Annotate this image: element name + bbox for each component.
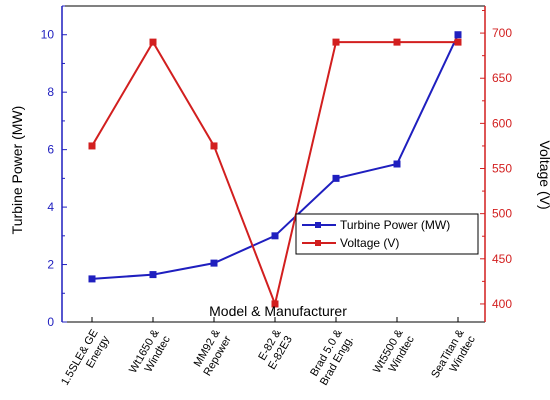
data-point-voltage — [88, 142, 96, 150]
data-point-voltage — [271, 300, 279, 308]
left-axis-tick-label: 2 — [47, 258, 54, 272]
data-point-power — [88, 275, 96, 283]
data-point-voltage — [454, 38, 462, 46]
data-point-power — [393, 160, 401, 168]
legend-marker-power — [315, 222, 321, 228]
right-axis-tick-label: 400 — [492, 297, 512, 311]
data-point-voltage — [210, 142, 218, 150]
x-axis-category-label: Wt1650 &Windtec — [127, 327, 173, 382]
left-axis: 0 2 4 6 8 10 — [41, 5, 67, 329]
series-layer — [88, 31, 462, 308]
legend-marker-voltage — [315, 240, 321, 246]
series-line-voltage — [91, 40, 458, 308]
right-axis-tick-label: 600 — [492, 116, 512, 130]
data-point-voltage — [149, 38, 157, 46]
left-axis-tick-label: 4 — [47, 200, 54, 214]
data-point-voltage — [393, 38, 401, 46]
x-axis-category-label: Wt5500 &Windtec — [371, 327, 417, 382]
x-axis-title: Model & Manufacturer — [209, 303, 347, 319]
data-point-power — [149, 271, 157, 279]
x-axis-category-label: E-82 &E-82E3 — [255, 327, 295, 372]
right-axis-tick-label: 500 — [492, 207, 512, 221]
right-axis-tick-label: 550 — [492, 162, 512, 176]
data-point-power — [210, 259, 218, 267]
x-axis: 1.5SLE& GEEnergy Wt1650 &Windtec MM92 &Rep… — [59, 317, 478, 394]
left-axis-tick-label: 6 — [47, 143, 54, 157]
legend-box — [295, 213, 479, 255]
x-axis-category-label: MM92 &Repower — [190, 327, 234, 378]
right-axis-title: Voltage (V) — [537, 140, 550, 209]
right-axis: 400 450 500 550 600 650 700 — [480, 10, 512, 311]
data-point-power — [454, 31, 462, 39]
data-point-voltage — [332, 38, 340, 46]
plot-frame — [61, 5, 486, 323]
x-axis-category-label: Brad 5.0 &Brad Engg. — [307, 327, 357, 388]
legend-label-power: Turbine Power (MW) — [340, 218, 450, 232]
data-point-power — [271, 232, 279, 240]
left-axis-tick-label: 10 — [41, 28, 55, 42]
right-axis-tick-label: 700 — [492, 26, 512, 40]
data-point-power — [332, 174, 340, 182]
left-axis-title: Turbine Power (MW) — [9, 106, 25, 235]
left-axis-tick-label: 8 — [47, 85, 54, 99]
right-axis-tick-label: 450 — [492, 252, 512, 266]
left-axis-tick-label: 0 — [47, 315, 54, 329]
right-axis-tick-label: 650 — [492, 71, 512, 85]
legend: Turbine Power (MW) Voltage (V) — [295, 213, 479, 255]
x-axis-category-label: SeaTitan &Windtec — [429, 327, 478, 387]
x-axis-category-label: 1.5SLE& GEEnergy — [59, 327, 112, 394]
legend-label-voltage: Voltage (V) — [340, 236, 399, 250]
